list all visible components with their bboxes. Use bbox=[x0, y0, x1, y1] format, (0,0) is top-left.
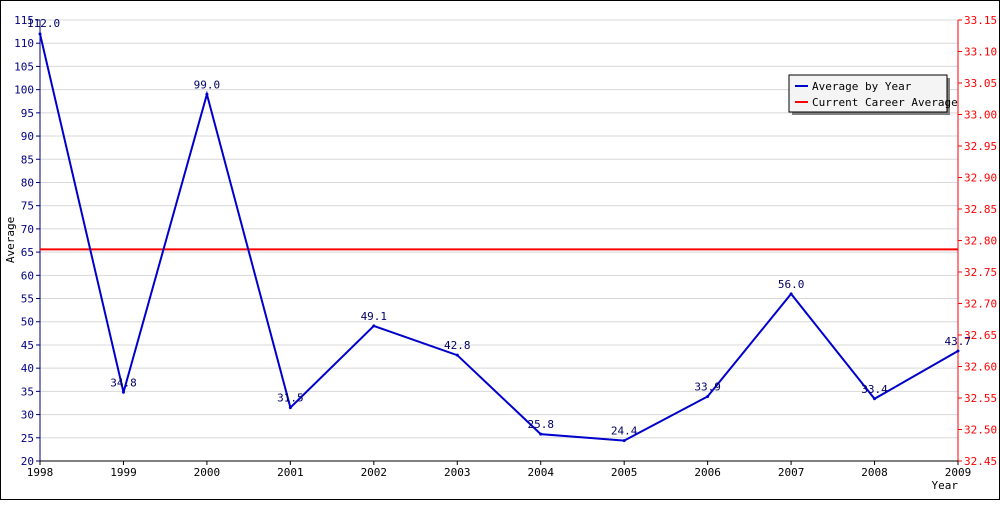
y-tick-label: 110 bbox=[14, 37, 34, 50]
y2-tick-label: 32.60 bbox=[964, 361, 997, 374]
y-tick-label: 105 bbox=[14, 60, 34, 73]
y-tick-label: 100 bbox=[14, 84, 34, 97]
data-point bbox=[455, 353, 459, 357]
axes: 2025303540455055606570758085909510010511… bbox=[14, 14, 997, 479]
data-point bbox=[706, 394, 710, 398]
y-tick-label: 90 bbox=[21, 130, 34, 143]
y2-tick-label: 32.45 bbox=[964, 455, 997, 468]
legend-label-current-career-average: Current Career Average bbox=[812, 96, 958, 109]
x-tick-label: 2001 bbox=[277, 466, 304, 479]
y2-tick-label: 32.80 bbox=[964, 235, 997, 248]
data-point bbox=[38, 32, 42, 36]
x-tick-label: 2003 bbox=[444, 466, 471, 479]
x-tick-label: 2006 bbox=[694, 466, 721, 479]
x-tick-label: 2009 bbox=[945, 466, 972, 479]
y2-tick-label: 33.05 bbox=[964, 77, 997, 90]
data-label: 25.8 bbox=[527, 418, 554, 431]
y-tick-label: 35 bbox=[21, 385, 34, 398]
y-axis-title: Average bbox=[4, 217, 17, 263]
x-tick-label: 2007 bbox=[778, 466, 805, 479]
series bbox=[38, 32, 960, 443]
y-tick-label: 75 bbox=[21, 200, 34, 213]
data-label: 49.1 bbox=[361, 310, 388, 323]
data-point bbox=[789, 292, 793, 296]
y2-tick-label: 32.50 bbox=[964, 424, 997, 437]
x-tick-label: 2004 bbox=[527, 466, 554, 479]
data-label: 43.7 bbox=[945, 335, 972, 348]
data-point bbox=[121, 390, 125, 394]
y2-tick-label: 33.10 bbox=[964, 46, 997, 59]
y-tick-label: 25 bbox=[21, 432, 34, 445]
x-axis-title: Year bbox=[932, 479, 959, 492]
y-tick-label: 55 bbox=[21, 293, 34, 306]
y-tick-label: 40 bbox=[21, 362, 34, 375]
y-tick-label: 60 bbox=[21, 269, 34, 282]
data-label: 24.4 bbox=[611, 425, 638, 438]
data-point bbox=[288, 406, 292, 410]
series-line-average-by-year bbox=[39, 33, 959, 442]
y-tick-label: 50 bbox=[21, 316, 34, 329]
y-tick-label: 65 bbox=[21, 246, 34, 259]
y-tick-label: 20 bbox=[21, 455, 34, 468]
data-point bbox=[372, 324, 376, 328]
x-tick-label: 2002 bbox=[361, 466, 388, 479]
legend: Average by Year Current Career Average bbox=[788, 74, 958, 115]
data-point bbox=[956, 349, 960, 353]
legend-label-average-by-year: Average by Year bbox=[812, 80, 912, 93]
y-tick-label: 85 bbox=[21, 153, 34, 166]
y2-tick-label: 32.65 bbox=[964, 329, 997, 342]
data-point bbox=[539, 432, 543, 436]
y-tick-label: 30 bbox=[21, 409, 34, 422]
x-tick-label: 2005 bbox=[611, 466, 638, 479]
y2-tick-label: 33.15 bbox=[964, 14, 997, 27]
x-tick-label: 2000 bbox=[194, 466, 221, 479]
y2-tick-label: 32.95 bbox=[964, 140, 997, 153]
y-tick-label: 80 bbox=[21, 176, 34, 189]
y2-tick-label: 33.00 bbox=[964, 109, 997, 122]
y-tick-label: 70 bbox=[21, 223, 34, 236]
y2-tick-label: 32.90 bbox=[964, 172, 997, 185]
data-label: 33.4 bbox=[861, 383, 888, 396]
data-label: 31.5 bbox=[277, 392, 304, 405]
y2-tick-label: 32.85 bbox=[964, 203, 997, 216]
data-label: 42.8 bbox=[444, 339, 471, 352]
data-labels: 112.0 34.8 99.0 31.5 49.1 42.8 25.8 24.4 33.9 56.… bbox=[27, 17, 971, 438]
data-point bbox=[622, 439, 626, 443]
y-tick-label: 95 bbox=[21, 107, 34, 120]
data-point bbox=[873, 397, 877, 401]
legend-box bbox=[788, 74, 948, 113]
y-tick-label: 115 bbox=[14, 14, 34, 27]
x-tick-label: 2008 bbox=[861, 466, 888, 479]
data-label: 33.9 bbox=[694, 380, 721, 393]
data-label: 56.0 bbox=[778, 278, 805, 291]
x-tick-label: 1999 bbox=[110, 466, 137, 479]
data-label: 99.0 bbox=[194, 78, 221, 91]
data-label: 34.8 bbox=[110, 376, 137, 389]
y2-tick-label: 32.70 bbox=[964, 298, 997, 311]
y2-tick-label: 32.75 bbox=[964, 266, 997, 279]
data-label: 112.0 bbox=[27, 17, 60, 30]
y2-tick-label: 32.55 bbox=[964, 392, 997, 405]
data-point bbox=[205, 92, 209, 96]
x-tick-label: 1998 bbox=[27, 466, 54, 479]
y-tick-label: 45 bbox=[21, 339, 34, 352]
